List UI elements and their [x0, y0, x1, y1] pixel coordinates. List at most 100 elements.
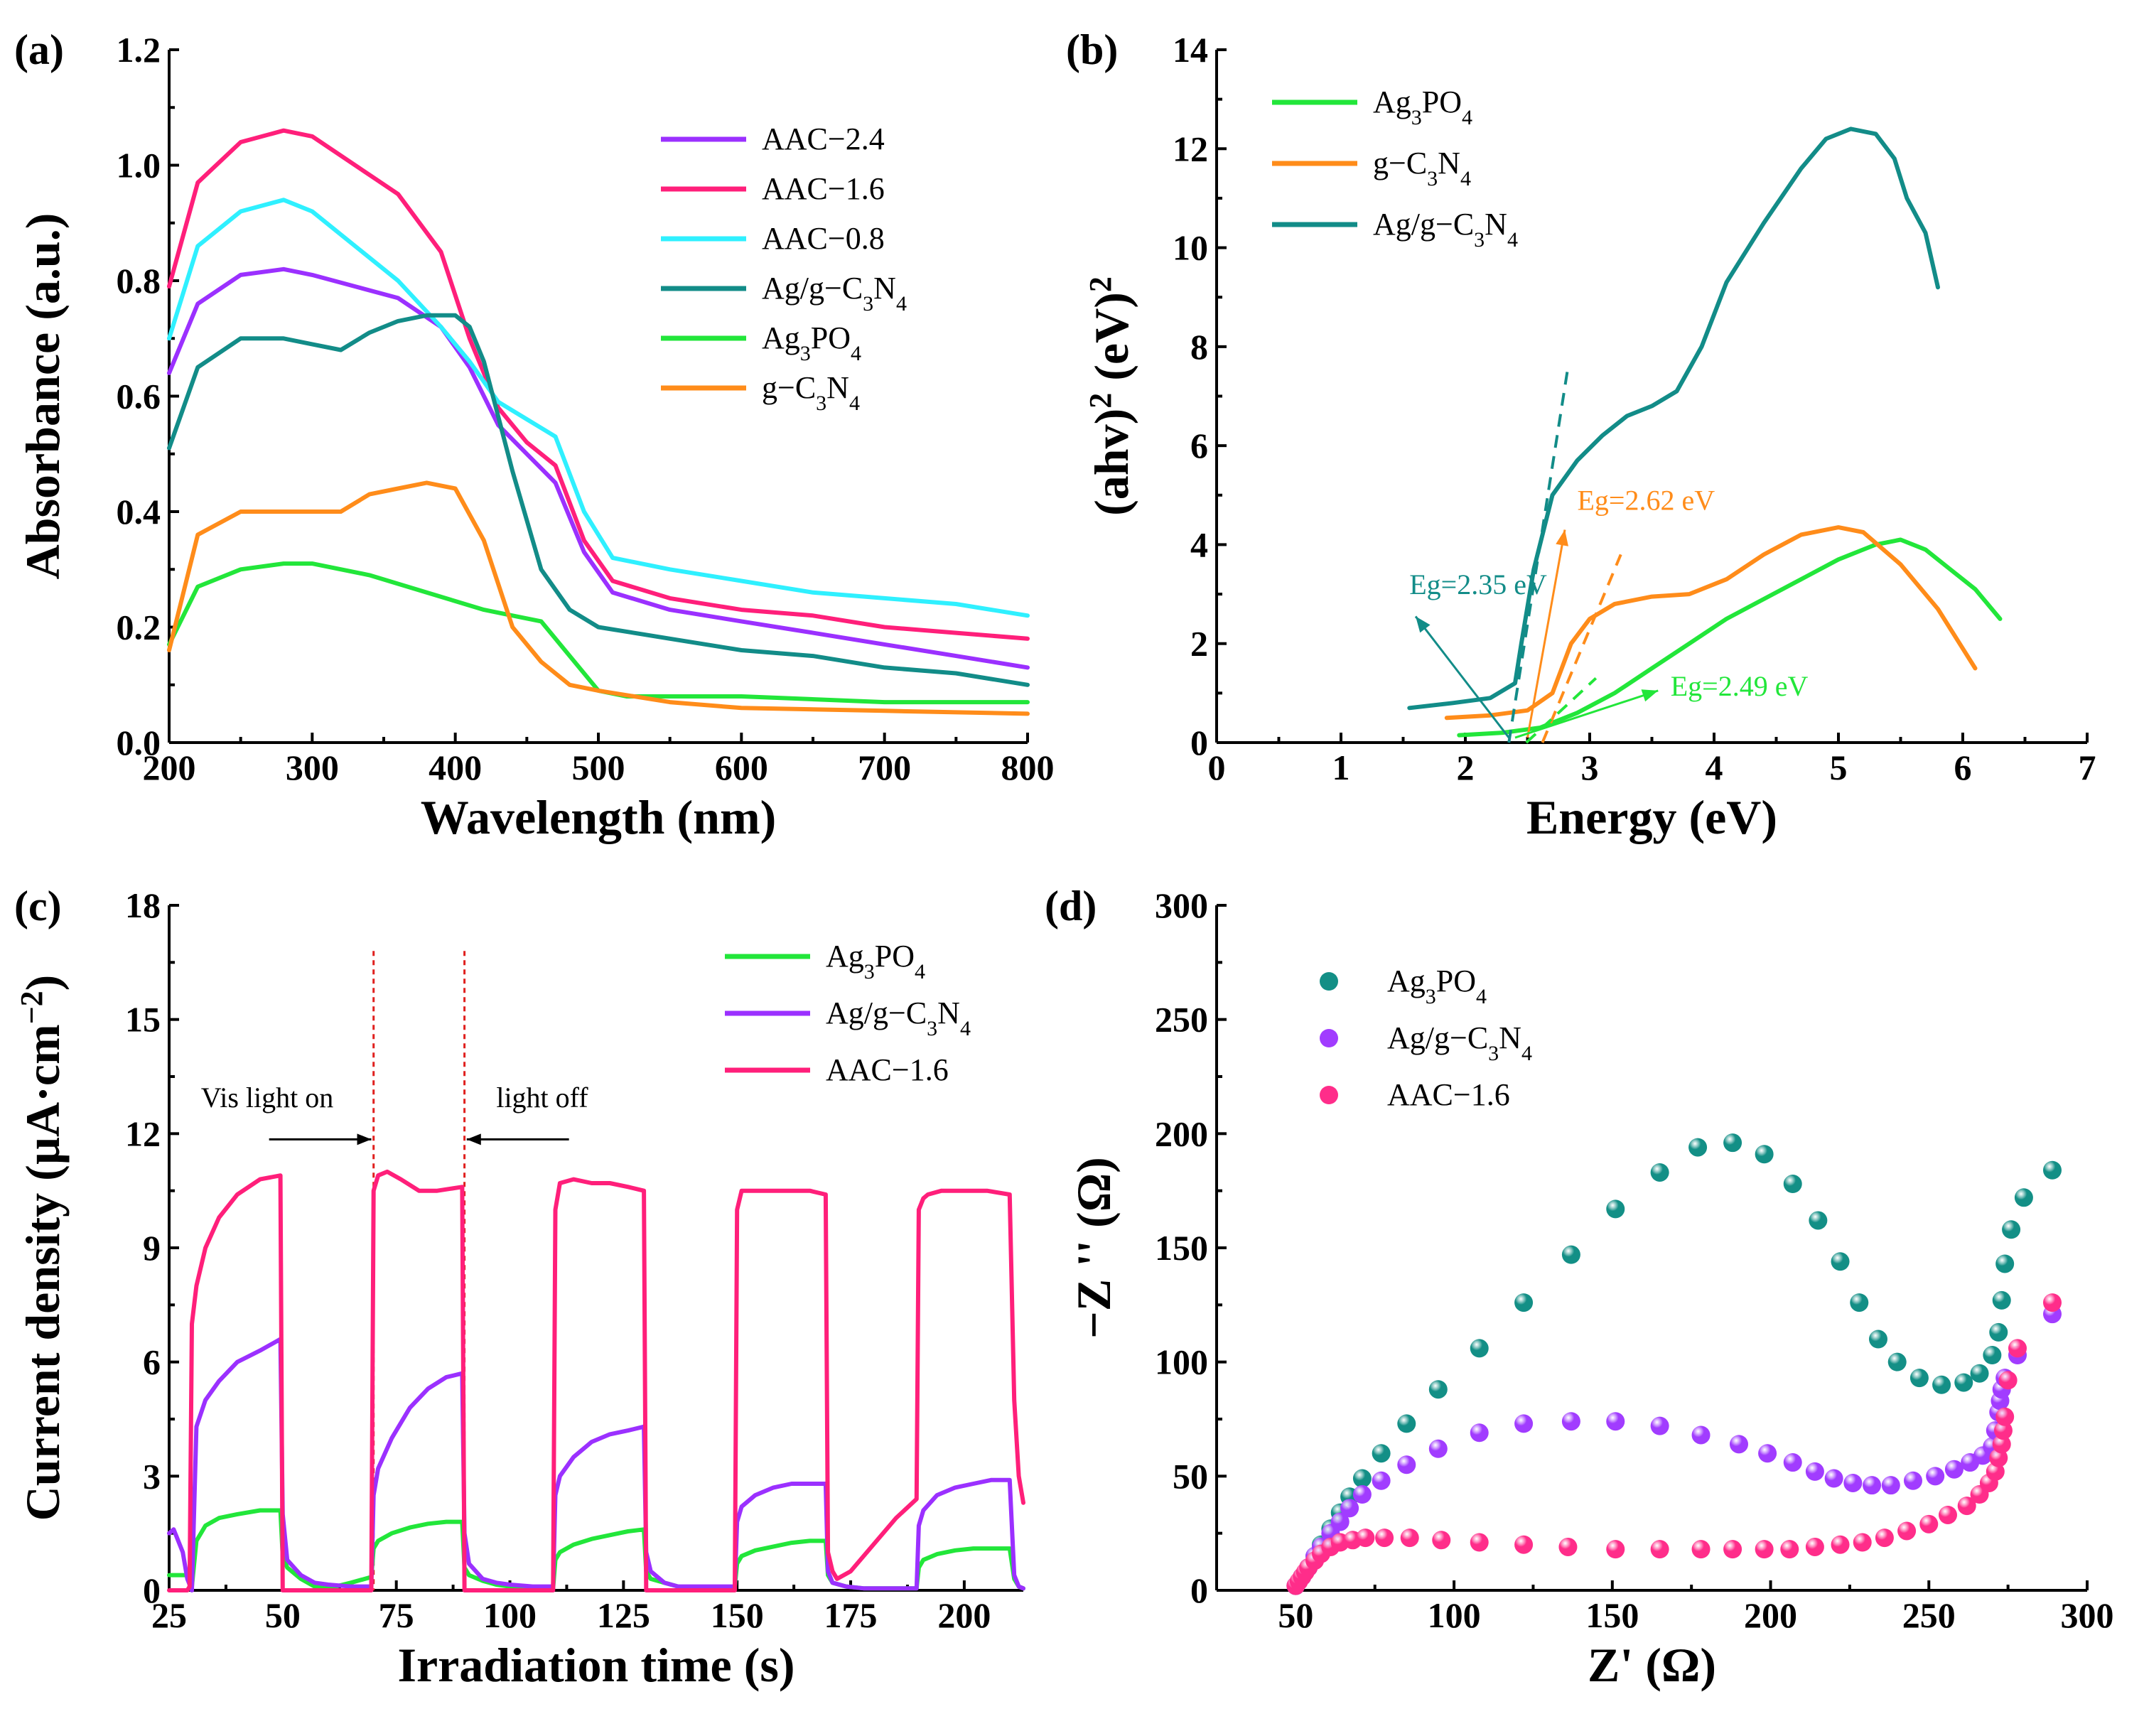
data-point-d-ag-g-c3n4 — [1863, 1476, 1882, 1495]
data-point-d-ag-g-c3n4 — [1783, 1453, 1802, 1472]
y-axis-title: Absorbance (a.u.) — [16, 213, 70, 580]
data-point-d-ag3po4 — [1887, 1352, 1907, 1371]
label-part: PO — [1422, 85, 1462, 119]
x-tick-label: 1 — [1332, 748, 1350, 787]
label-part: 3 — [1488, 1042, 1499, 1065]
y-tick-label: 0 — [143, 1570, 161, 1610]
x-tick-label: 50 — [265, 1595, 301, 1635]
label-part: N — [873, 271, 896, 306]
y-tick-label: 0 — [1190, 1570, 1208, 1610]
label-part: 4 — [1507, 228, 1518, 252]
data-point-d-ag-g-c3n4 — [1758, 1444, 1777, 1463]
data-point-d-ag-g-c3n4 — [1691, 1425, 1711, 1445]
label-part: PO — [875, 939, 915, 974]
y-tick-label: 150 — [1155, 1228, 1208, 1268]
y-tick-label: 0.6 — [117, 377, 161, 416]
data-point-d-ag3po4 — [1869, 1330, 1887, 1349]
x-axis-title: Wavelength (nm) — [421, 790, 777, 844]
label-part: 4 — [1521, 1042, 1532, 1065]
legend-label-d-ag-g-c3n4: Ag/g−C3N4 — [1387, 1020, 1532, 1065]
label-part: g−C — [1373, 146, 1427, 180]
y-axis-title-part: (ahv) — [1084, 409, 1138, 516]
data-point-d-aac-1-6 — [1875, 1529, 1894, 1548]
label-part: N — [1485, 207, 1507, 242]
label-part: 4 — [869, 122, 885, 156]
data-point-d-aac-1-6 — [2043, 1293, 2062, 1312]
label-part: 4 — [1460, 167, 1471, 190]
legend-label-d-ag3po4: Ag3PO4 — [1387, 964, 1487, 1008]
data-point-d-ag3po4 — [1783, 1175, 1802, 1194]
data-point-d-ag-g-c3n4 — [1428, 1439, 1448, 1458]
label-part: 4 — [849, 392, 860, 415]
legend-marker-d-ag3po4 — [1320, 972, 1338, 991]
series-line-aac-1-6 — [167, 1169, 1025, 1592]
label-part: Ag — [826, 939, 864, 974]
band-gap-label: Eg=2.35 eV — [1409, 568, 1547, 600]
data-point-d-ag3po4 — [1809, 1211, 1828, 1230]
label-part: 8 — [869, 221, 885, 256]
data-point-d-ag-g-c3n4 — [1514, 1414, 1534, 1433]
data-point-d-ag-g-c3n4 — [1944, 1460, 1963, 1479]
band-gap-label: Eg=2.62 eV — [1578, 485, 1715, 517]
data-point-d-ag3po4 — [1514, 1293, 1534, 1312]
legend-label-ag-g-c3n4: Ag/g−C3N4 — [1373, 207, 1518, 252]
y-tick-label: 10 — [1173, 228, 1208, 268]
data-point-d-ag3po4 — [1831, 1252, 1850, 1271]
x-tick-label: 175 — [824, 1595, 878, 1635]
annotation-arrow-line — [1514, 689, 1659, 739]
data-point-d-ag-g-c3n4 — [1372, 1471, 1391, 1490]
label-part: 1 — [1471, 1077, 1487, 1112]
series-line-ag3po4 — [1457, 537, 2003, 738]
data-point-d-ag-g-c3n4 — [1606, 1412, 1625, 1431]
series-line-aac-1-6 — [167, 128, 1030, 641]
label-part: Ag — [762, 320, 800, 355]
y-tick-label: 0.4 — [117, 492, 161, 532]
label-part: AAC− — [1387, 1077, 1471, 1112]
series-line-g-c3n4 — [1444, 525, 1978, 721]
data-point-d-ag3po4 — [1992, 1290, 2011, 1310]
label-part: . — [925, 1052, 933, 1087]
label-part: 4 — [960, 1017, 971, 1040]
x-axis-title: Energy (eV) — [1526, 790, 1777, 844]
series-line-ag-g-c3n4 — [1407, 126, 1940, 711]
panel-label: (b) — [1066, 26, 1118, 73]
annotation-arrow-head — [1641, 689, 1659, 702]
label-part: 4 — [896, 292, 907, 316]
data-point-d-aac-1-6 — [1400, 1529, 1419, 1548]
y-axis-title-part: 2 — [1083, 276, 1118, 292]
data-point-d-ag-g-c3n4 — [1561, 1412, 1580, 1431]
data-point-d-ag3po4 — [1688, 1138, 1708, 1157]
label-part: 2 — [846, 122, 861, 156]
data-point-d-aac-1-6 — [1691, 1540, 1711, 1559]
y-tick-label: 12 — [125, 1114, 161, 1153]
x-tick-label: 125 — [597, 1595, 650, 1635]
x-tick-label: 700 — [858, 748, 911, 787]
label-part: PO — [811, 320, 851, 355]
label-part: 1 — [846, 171, 861, 206]
y-tick-label: 0.2 — [117, 608, 161, 647]
y-tick-label: 2 — [1190, 624, 1208, 664]
legend-label-d-aac-1-6: AAC−1.6 — [1387, 1077, 1510, 1112]
y-tick-label: 0.0 — [117, 723, 161, 762]
x-tick-label: 200 — [1744, 1595, 1797, 1635]
data-point-d-ag3po4 — [1561, 1245, 1580, 1264]
label-part: Ag/g−C — [826, 996, 927, 1030]
label-part: 3 — [927, 1017, 937, 1040]
label-part: 6 — [869, 171, 885, 206]
data-point-d-aac-1-6 — [1755, 1540, 1774, 1559]
label-part: 4 — [915, 960, 925, 983]
y-axis-title-part: Current density (µA·cm — [16, 1024, 70, 1521]
data-point-d-ag3po4 — [1352, 1469, 1372, 1488]
data-point-d-ag3po4 — [1470, 1339, 1489, 1358]
x-tick-label: 3 — [1581, 748, 1599, 787]
panel-label: (d) — [1045, 883, 1097, 929]
data-point-d-ag3po4 — [1650, 1163, 1669, 1182]
x-tick-label: 300 — [286, 748, 339, 787]
y-axis-title-part: 2 — [1083, 393, 1118, 409]
x-tick-label: 100 — [1428, 1595, 1481, 1635]
x-tick-label: 0 — [1208, 748, 1226, 787]
x-tick-label: 600 — [715, 748, 768, 787]
series-line-aac-2-4 — [167, 266, 1030, 670]
data-point-d-aac-1-6 — [1780, 1540, 1799, 1559]
